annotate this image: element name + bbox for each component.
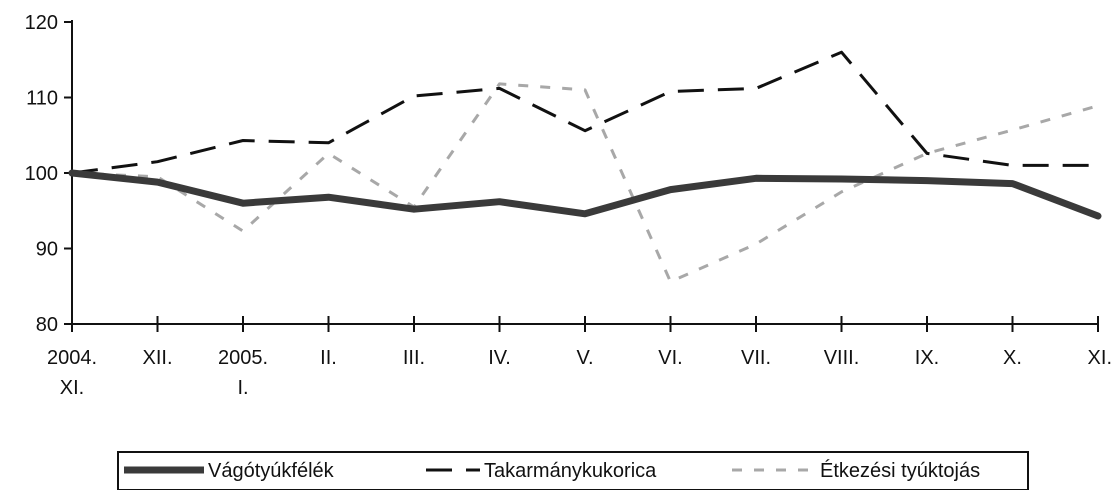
x-tick-label: XI. (1088, 347, 1112, 369)
legend-label-1: Vágótyúkfélék (208, 460, 335, 482)
y-tick-label: 100 (25, 163, 58, 185)
legend-label-2: Takarmánykukorica (484, 460, 657, 482)
series-line-1 (68, 169, 1102, 220)
series-lines (68, 50, 1102, 284)
x-tick-label: IV. (488, 347, 511, 369)
x-tick-label: VII. (741, 347, 771, 369)
x-tick-label: V. (576, 347, 593, 369)
legend: Vágótyúkfélék Takarmánykukorica Étkezési t… (117, 451, 1029, 490)
x-tick-labels: 2004. XI. XII. 2005. I. II. III. IV. V. VI. VII. VI… (47, 347, 1112, 399)
x-tick-label: 2005. (218, 347, 268, 369)
x-tick-label: II. (320, 347, 337, 369)
legend-label-3: Étkezési tyúktojás (820, 459, 980, 482)
x-tick-label: 2004. (47, 347, 97, 369)
series-line-2 (71, 50, 1098, 175)
x-tick-label: VIII. (824, 347, 860, 369)
x-tick-label: X. (1003, 347, 1022, 369)
axes (64, 20, 1099, 332)
x-tick-label: III. (403, 347, 425, 369)
x-tick-label: XI. (60, 377, 84, 399)
y-tick-label: 90 (36, 239, 58, 261)
x-tick-label: IX. (915, 347, 939, 369)
x-tick-label: I. (237, 377, 248, 399)
y-tick-label: 120 (25, 12, 58, 34)
x-tick-label: VI. (658, 347, 682, 369)
x-tick-label: XII. (142, 347, 172, 369)
series-line-3 (71, 82, 1099, 284)
y-tick-label: 110 (26, 88, 58, 110)
y-tick-label: 80 (36, 314, 58, 336)
y-tick-labels: 80 90 100 110 120 (25, 12, 58, 336)
legend-box (117, 451, 1029, 490)
